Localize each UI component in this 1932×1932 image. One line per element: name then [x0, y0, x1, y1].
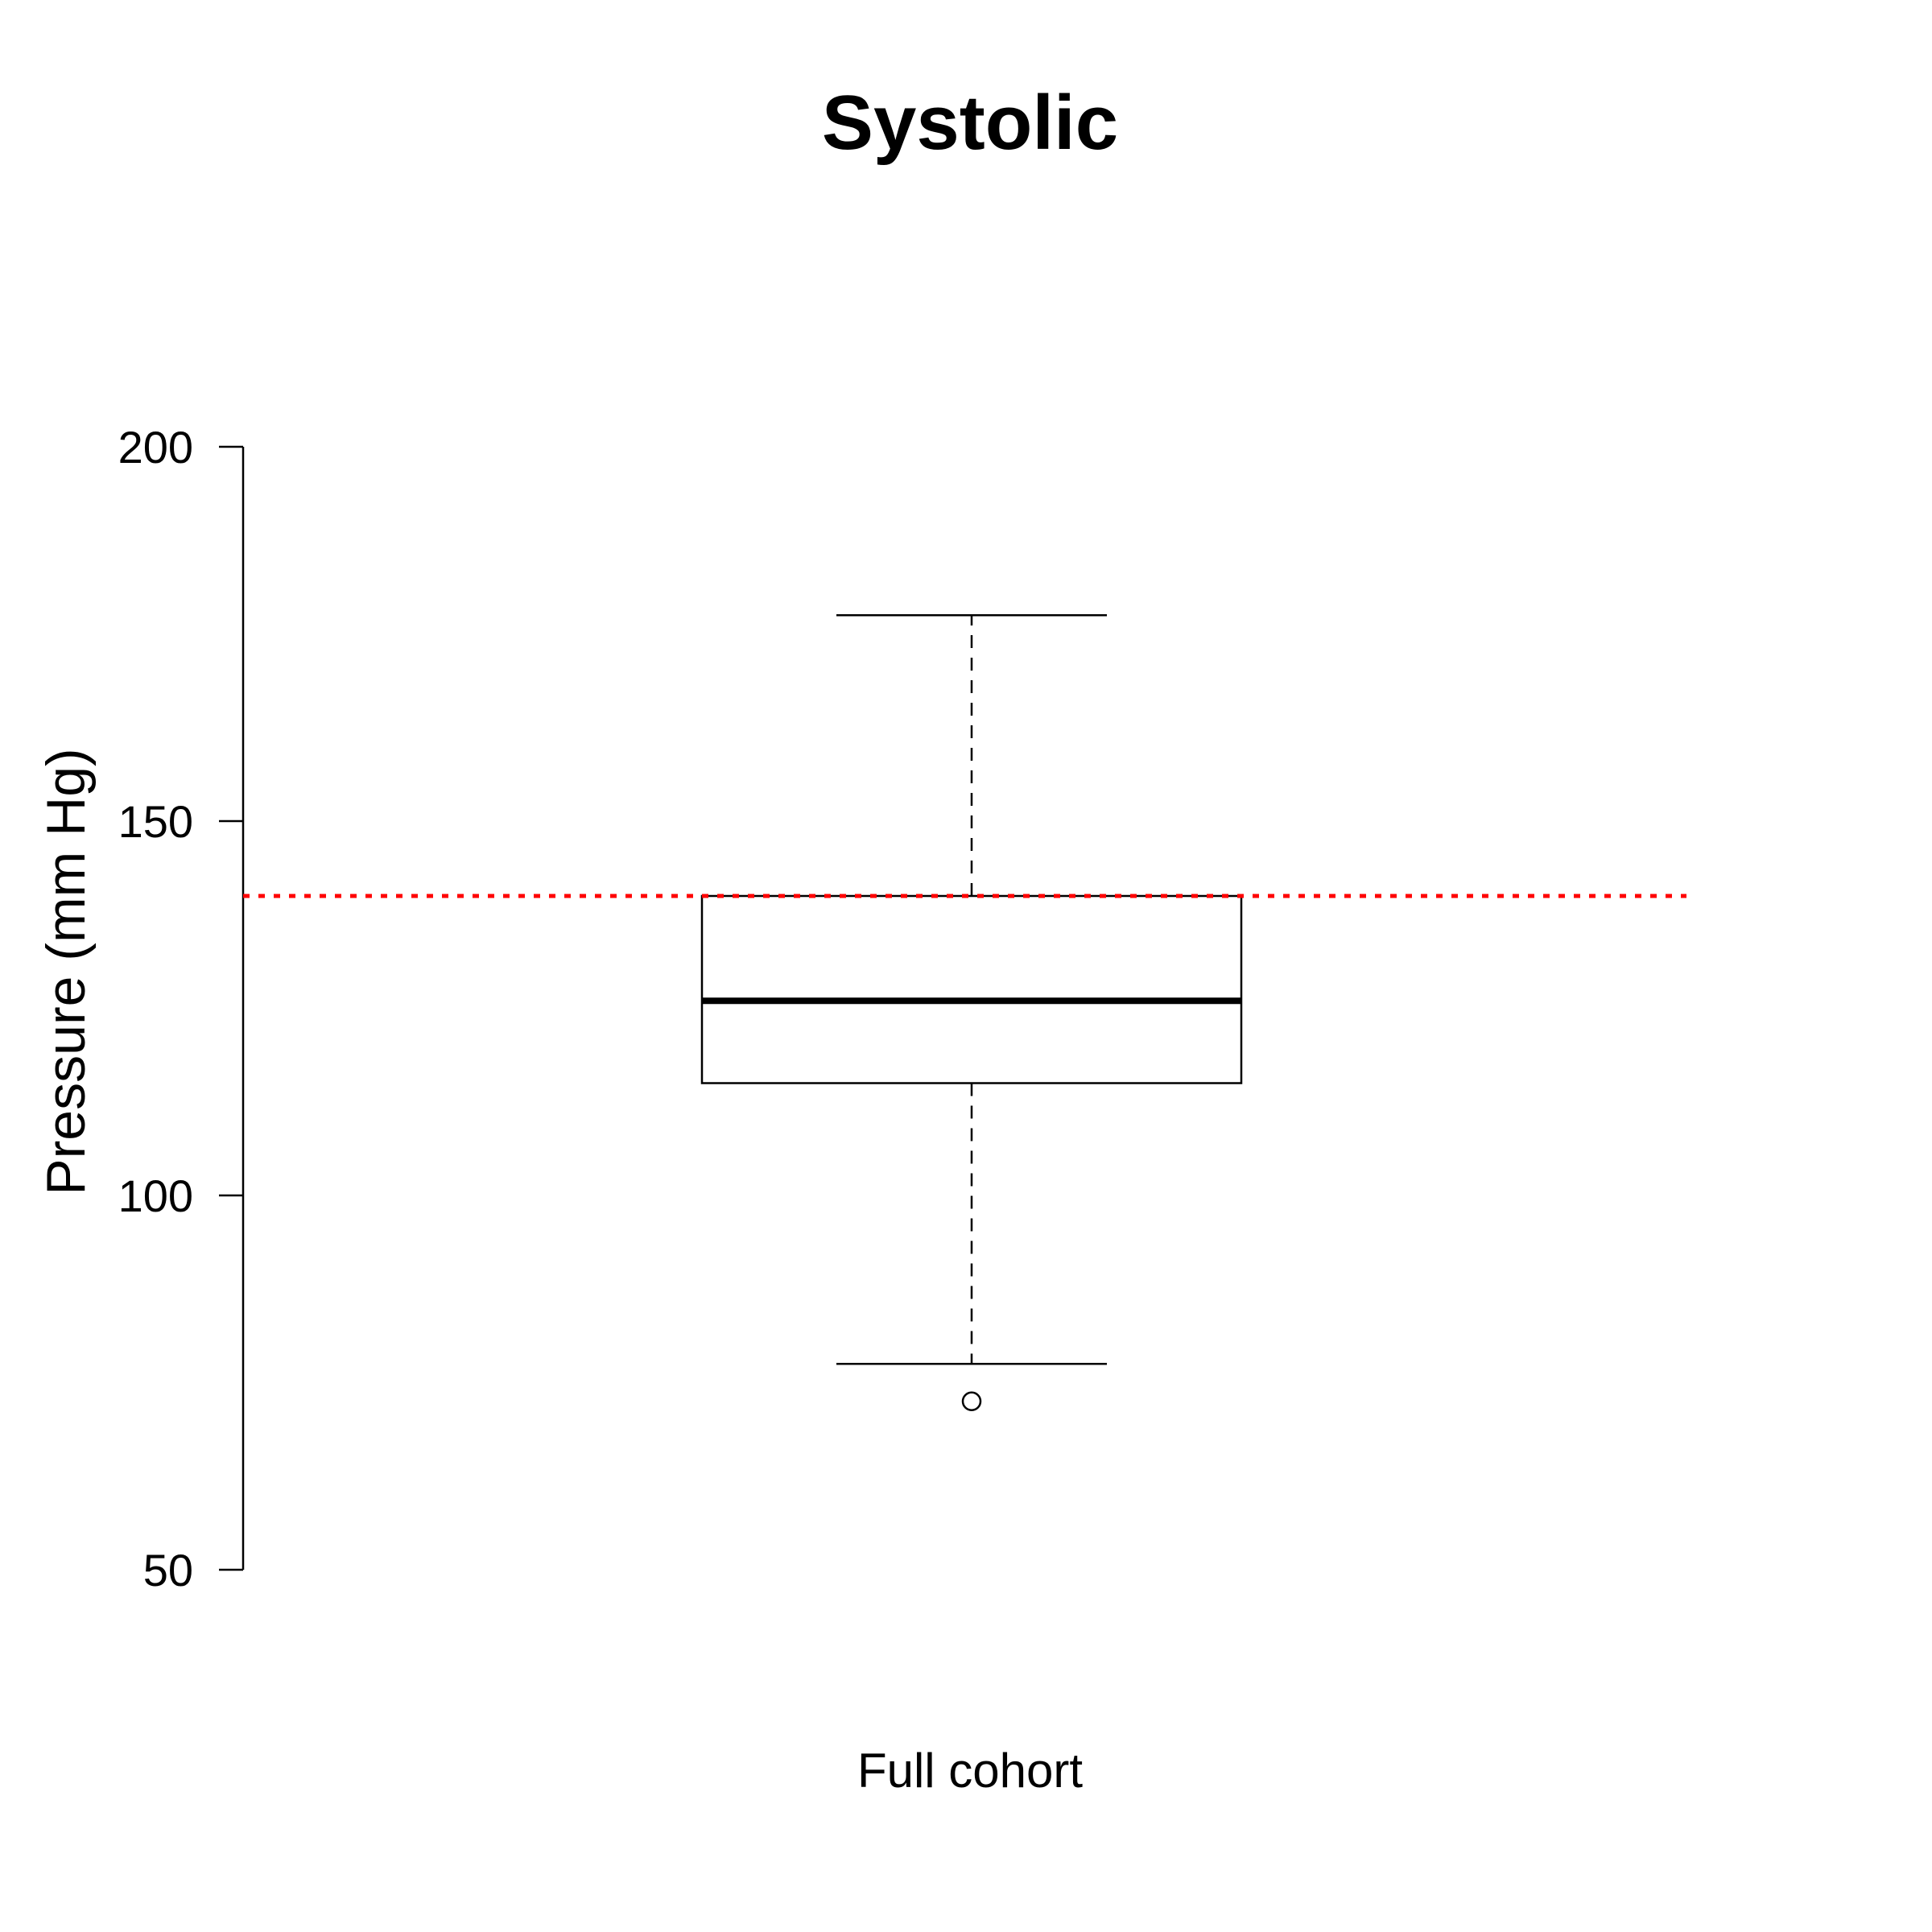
iqr-box: [700, 894, 1243, 1084]
x-axis-label: Full cohort: [857, 1744, 1083, 1798]
y-tick-label: 150: [118, 796, 193, 847]
plot-area: [243, 614, 1686, 1411]
chart-title: Systolic: [822, 80, 1118, 166]
y-axis: 50 100 150 200: [118, 422, 245, 1596]
outlier-point: [961, 1391, 982, 1411]
y-tick-label: 50: [143, 1545, 193, 1596]
y-axis-label: Pressure (mm Hg): [35, 748, 97, 1195]
y-tick-label: 100: [118, 1170, 193, 1221]
y-tick-label: 200: [118, 422, 193, 473]
